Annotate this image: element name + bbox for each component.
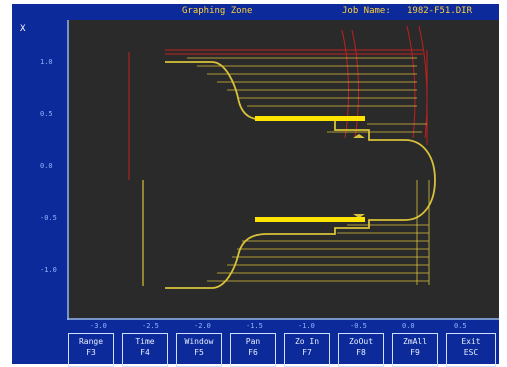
- y-tick-label: -0.5: [40, 214, 57, 222]
- x-tick-label: -0.5: [350, 322, 367, 330]
- y-tick-label: 0.0: [40, 162, 53, 170]
- upper-tool-bar: [255, 116, 365, 121]
- zoom-in-button[interactable]: Zo In F7: [284, 333, 330, 367]
- x-tick-label: 0.5: [454, 322, 467, 330]
- rapid-traverse-paths: [128, 25, 428, 180]
- zoom-out-button[interactable]: ZoOut F8: [338, 333, 384, 367]
- job-name-label: Job Name:: [342, 6, 391, 16]
- x-tick-label: -2.0: [194, 322, 211, 330]
- range-button[interactable]: Range F3: [68, 333, 114, 367]
- mode-title: Graphing Zone: [182, 6, 253, 16]
- x-tick-label: -3.0: [90, 322, 107, 330]
- time-button[interactable]: Time F4: [122, 333, 168, 367]
- window-button[interactable]: Window F5: [176, 333, 222, 367]
- zoom-all-button[interactable]: ZmAll F9: [392, 333, 438, 367]
- x-tick-label: 0.0: [402, 322, 415, 330]
- y-tick-label: 0.5: [40, 110, 53, 118]
- x-tick-label: -2.5: [142, 322, 159, 330]
- y-axis-letter: X: [20, 24, 26, 34]
- y-tick-label: 1.0: [40, 58, 53, 66]
- job-name-value: 1982-F51.DIR: [407, 6, 473, 16]
- pan-button[interactable]: Pan F6: [230, 333, 276, 367]
- graphing-screen: Graphing Zone Job Name: 1982-F51.DIR X Z…: [12, 4, 503, 364]
- x-tick-label: -1.0: [298, 322, 315, 330]
- y-tick-label: -1.0: [40, 266, 57, 274]
- x-axis-letter: Z: [498, 309, 504, 319]
- roughing-passes: [187, 57, 430, 285]
- part-profile: [165, 61, 436, 289]
- exit-button[interactable]: Exit ESC: [446, 333, 496, 367]
- x-tick-label: -1.5: [246, 322, 263, 330]
- lower-tool-bar: [255, 217, 365, 222]
- toolpath-plot[interactable]: [67, 20, 499, 320]
